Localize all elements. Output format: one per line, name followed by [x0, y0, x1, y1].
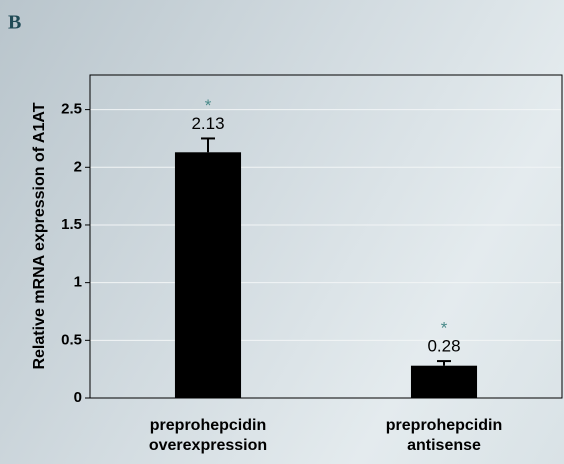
y-tick-label: 2.5 — [61, 101, 82, 118]
y-axis-label: Relative mRNA expression of A1AT — [31, 102, 48, 369]
y-tick-label: 0 — [74, 389, 82, 406]
panel-label: B — [8, 12, 21, 34]
plot-frame — [89, 74, 563, 399]
y-tick-label: 1 — [74, 274, 82, 291]
significance-mark: * — [441, 319, 448, 338]
x-tick-label: preprohepcidin antisense — [385, 417, 503, 454]
x-tick-label: preprohepcidin overexpression — [148, 417, 268, 454]
error-bar — [201, 137, 215, 153]
error-bar — [437, 360, 451, 366]
y-tick-label: 0.5 — [61, 331, 82, 348]
bar — [410, 365, 478, 398]
y-tick-label: 1.5 — [61, 216, 82, 233]
y-tick-label: 2 — [74, 158, 82, 175]
value-label: 2.13 — [191, 114, 224, 133]
bar — [174, 152, 242, 398]
value-label: 0.28 — [427, 337, 460, 356]
significance-mark: * — [205, 96, 212, 115]
